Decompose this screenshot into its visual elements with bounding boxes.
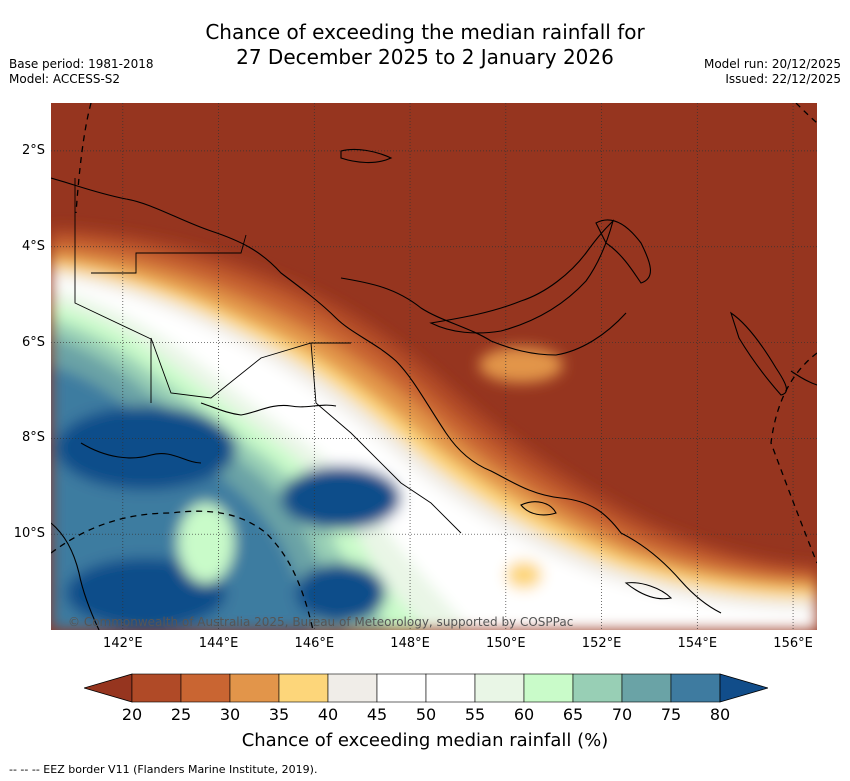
meta-right: Model run: 20/12/2025 Issued: 22/12/2025 — [704, 57, 841, 87]
shade-wet-patch — [178, 503, 234, 583]
colorbar-tick-label: 40 — [317, 705, 339, 724]
title-line-2: 27 December 2025 to 2 January 2026 — [236, 45, 614, 69]
colorbar — [84, 673, 768, 703]
eez-east — [770, 352, 817, 564]
louisiade-islands — [624, 582, 673, 600]
map-title: Chance of exceeding the median rainfall … — [0, 20, 850, 70]
meta-left: Base period: 1981-2018 Model: ACCESS-S2 — [9, 57, 154, 87]
colorbar-segment — [131, 673, 182, 703]
colorbar-segment — [474, 673, 525, 703]
lon-label: 152°E — [581, 636, 622, 651]
colorbar-tick-label: 75 — [660, 705, 682, 724]
colorbar-segment — [229, 673, 280, 703]
colorbar-segment — [376, 673, 427, 703]
issued-date: Issued: 22/12/2025 — [725, 72, 841, 86]
lat-label: 6°S — [21, 334, 45, 350]
colorbar-segment — [572, 673, 623, 703]
lat-label: 4°S — [21, 238, 45, 254]
province-border-1 — [91, 234, 247, 274]
new-guinea-north-coast — [340, 277, 627, 356]
borders — [74, 178, 462, 534]
colorbar-segment — [327, 673, 378, 703]
shade-above-80-south — [66, 558, 226, 628]
cape-york — [51, 522, 100, 630]
model-run: Model run: 20/12/2025 — [703, 57, 841, 71]
eez-footnote: -- -- -- EEZ border V11 (Flanders Marine… — [9, 763, 318, 776]
solomon-island — [790, 370, 817, 386]
shade-dry-patch-east — [479, 347, 563, 383]
lat-label: 10°S — [13, 526, 45, 542]
rainfall-map: © Commonwealth of Australia 2025, Bureau… — [51, 103, 817, 630]
lon-label: 146°E — [294, 636, 335, 651]
copyright-notice: © Commonwealth of Australia 2025, Bureau… — [68, 615, 573, 629]
lon-label: 148°E — [390, 636, 430, 651]
lat-label: 2°S — [21, 142, 45, 158]
coastlines — [51, 148, 817, 630]
colorbar-tick-label: 80 — [709, 705, 731, 724]
colorbar-segment — [278, 673, 329, 703]
colorbar-tick-label: 35 — [268, 705, 290, 724]
lat-label: 8°S — [21, 430, 45, 446]
base-period: Base period: 1981-2018 — [9, 57, 154, 71]
eez-borders — [51, 103, 817, 630]
colorbar-tick-label: 70 — [611, 705, 633, 724]
new-guinea-coast — [51, 177, 722, 614]
bougainville — [729, 311, 787, 396]
d-entrecasteaux — [520, 501, 557, 516]
colorbar-tick-label: 50 — [415, 705, 437, 724]
colorbar-tick-label: 25 — [170, 705, 192, 724]
eez-southwest — [51, 510, 314, 630]
lon-label: 154°E — [677, 636, 718, 651]
graticule — [51, 103, 817, 630]
colorbar-extend-low — [84, 673, 133, 703]
torres-strait-coast — [200, 402, 337, 416]
colorbar-tick-label: 20 — [121, 705, 143, 724]
province-border-3 — [310, 342, 462, 534]
lon-label: 150°E — [486, 636, 526, 651]
gulf-coast — [80, 442, 202, 464]
colorbar-tick-label: 65 — [562, 705, 584, 724]
colorbar-tick-label: 30 — [219, 705, 241, 724]
colorbar-title: Chance of exceeding median rainfall (%) — [241, 730, 609, 751]
colorbar-segment — [621, 673, 672, 703]
colorbar-segment — [670, 673, 721, 703]
shade-above-80-gulf — [56, 406, 236, 490]
lon-label: 156°E — [773, 636, 813, 651]
shade-dry-patch-south — [506, 561, 542, 589]
colorbar-tick-label: 45 — [366, 705, 388, 724]
model-name: Model: ACCESS-S2 — [9, 72, 121, 86]
colorbar-segment — [425, 673, 476, 703]
new-ireland — [595, 219, 651, 284]
eez-northeast — [795, 103, 817, 124]
province-border-2 — [150, 337, 351, 399]
shade-above-80-coral-sea — [281, 466, 401, 530]
colorbar-segment — [523, 673, 574, 703]
title-line-1: Chance of exceeding the median rainfall … — [205, 20, 645, 44]
lon-label: 142°E — [103, 636, 143, 651]
colorbar-tick-label: 55 — [464, 705, 486, 724]
colorbar-segment — [180, 673, 231, 703]
colorbar-extend-high — [719, 673, 768, 703]
manus-island — [340, 148, 393, 164]
colorbar-tick-label: 60 — [513, 705, 535, 724]
lon-label: 144°E — [198, 636, 239, 651]
png-indonesia-border — [74, 178, 152, 403]
shade-above-80-south-2 — [296, 563, 386, 623]
